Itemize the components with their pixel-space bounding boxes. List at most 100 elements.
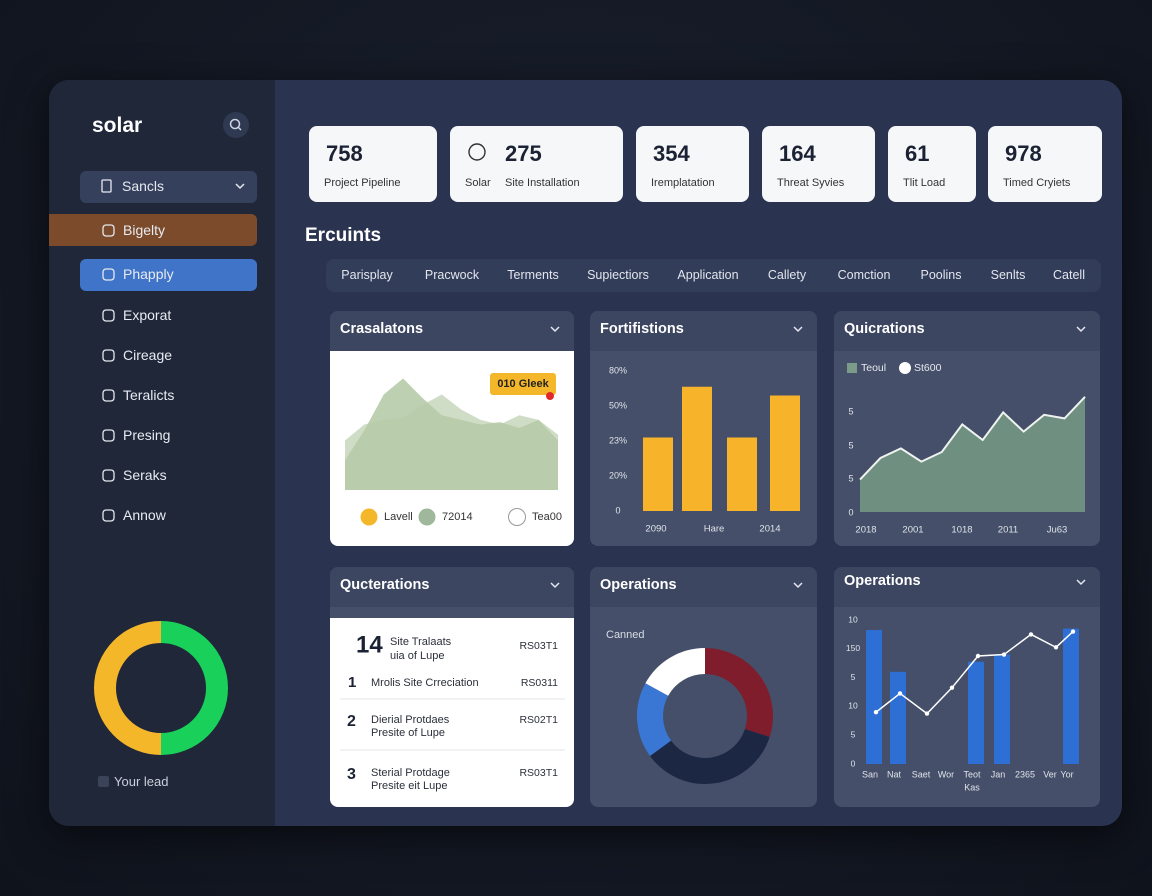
panel-header <box>590 567 817 607</box>
nav-icon <box>102 389 115 402</box>
bar <box>866 630 882 764</box>
x-label: 2018 <box>855 525 876 536</box>
panel-body <box>330 618 574 807</box>
tab[interactable]: Terments <box>507 268 559 282</box>
x-label: 2011 <box>998 525 1018 536</box>
tab[interactable]: Pracwock <box>424 268 480 282</box>
y-label: 10 <box>848 701 858 711</box>
x-label: 2001 <box>902 525 923 536</box>
bar <box>643 437 673 511</box>
row-rank: 14 <box>356 631 383 658</box>
x-label: Nat <box>887 769 902 779</box>
nav-item[interactable]: Seraks <box>123 467 167 483</box>
y-label: 0 <box>615 505 620 515</box>
bar <box>994 654 1010 764</box>
badge-label: 010 Gleek <box>497 378 549 390</box>
chevron <box>793 326 803 333</box>
panel-header <box>590 311 817 351</box>
legend-swatch <box>847 363 857 373</box>
tab[interactable]: Callety <box>767 268 807 282</box>
bar <box>727 437 757 511</box>
nav-item-selected[interactable] <box>80 259 257 291</box>
panel-title: Crasalatons <box>340 321 424 337</box>
menu-label: Sancls <box>122 178 165 194</box>
row-value: RS03T1 <box>519 640 558 652</box>
chevron <box>793 582 803 589</box>
panel-title: Operations <box>844 573 921 589</box>
row-subtitle: Presite eit Lupe <box>371 780 447 792</box>
tab[interactable]: Senlts <box>990 268 1026 282</box>
row-value: RS02T1 <box>519 714 558 726</box>
nav-item[interactable]: Phapply <box>123 266 174 282</box>
panel-header <box>834 311 1100 351</box>
legend-checkbox[interactable] <box>98 776 109 787</box>
stat-label: Tlit Load <box>903 177 946 189</box>
panel-title: Operations <box>600 577 677 593</box>
x-label: Hare <box>704 524 725 535</box>
tab[interactable]: Supiectiors <box>587 268 649 282</box>
legend-label: Tea00 <box>532 511 562 523</box>
chevron <box>1076 579 1086 586</box>
chevron <box>1076 326 1086 333</box>
y-label: 0 <box>851 758 856 768</box>
x-label: Yor <box>1060 769 1073 779</box>
nav-item[interactable]: Presing <box>123 427 171 443</box>
line-point <box>975 653 981 659</box>
nav-icon <box>102 429 115 442</box>
nav-item[interactable]: Bigelty <box>123 222 166 238</box>
x-label: 1018 <box>951 525 972 536</box>
x-label: San <box>862 769 878 779</box>
area <box>860 396 1085 512</box>
menu-dropdown[interactable] <box>80 171 257 203</box>
y-label: 23% <box>609 435 627 445</box>
tab[interactable]: Comction <box>837 268 891 282</box>
stat-prefix: Solar <box>465 177 491 189</box>
nav-icon <box>102 309 115 322</box>
legend-swatch <box>508 508 526 526</box>
x-label: Ver <box>1043 769 1057 779</box>
legend-label: Teoul <box>861 362 886 374</box>
bar <box>770 395 800 511</box>
stat-label: Project Pipeline <box>324 177 401 189</box>
y-label: 50% <box>609 400 627 410</box>
line-point <box>897 691 903 696</box>
stat-label: Site Installation <box>505 177 580 189</box>
x-label: Teot <box>963 769 981 779</box>
line-point <box>1028 632 1034 637</box>
bar <box>682 386 712 511</box>
line-point <box>949 685 955 690</box>
line-point <box>1070 629 1076 634</box>
stat-label: Timed Cryiets <box>1003 177 1071 189</box>
stat-card <box>762 126 875 202</box>
line-point <box>1053 645 1059 650</box>
row-title: Mrolis Site Crreciation <box>371 677 479 689</box>
bar <box>890 671 906 764</box>
line-point <box>924 711 930 716</box>
donut-segment <box>637 683 672 756</box>
legend-label: 72014 <box>442 511 473 523</box>
donut-segment <box>649 728 770 784</box>
panel-title: Quicrations <box>844 321 925 337</box>
search-button[interactable] <box>223 112 249 138</box>
row-title: Dierial Protdaes <box>371 714 450 726</box>
donut-segment <box>704 648 773 738</box>
y-label: 20% <box>609 470 627 480</box>
nav-item[interactable]: Cireage <box>123 347 173 363</box>
panel-title: Fortifistions <box>600 321 684 337</box>
nav-item[interactable]: Annow <box>123 507 166 523</box>
stat-value: 61 <box>905 141 930 166</box>
nav-item-active[interactable] <box>49 214 257 246</box>
x-note: Kas <box>964 782 980 792</box>
nav-item[interactable]: Teralicts <box>123 387 175 403</box>
row-rank: 3 <box>347 766 356 783</box>
nav-icon <box>102 268 115 281</box>
tab[interactable]: Catell <box>1053 268 1085 282</box>
nav-item[interactable]: Exporat <box>123 307 172 323</box>
y-label: 5 <box>848 406 853 416</box>
tab[interactable]: Application <box>677 268 739 282</box>
stat-value: 758 <box>326 141 363 166</box>
tab[interactable]: Poolins <box>920 268 962 282</box>
tab[interactable]: Parisplay <box>341 268 393 282</box>
row-title: Site Tralaats <box>390 636 452 648</box>
